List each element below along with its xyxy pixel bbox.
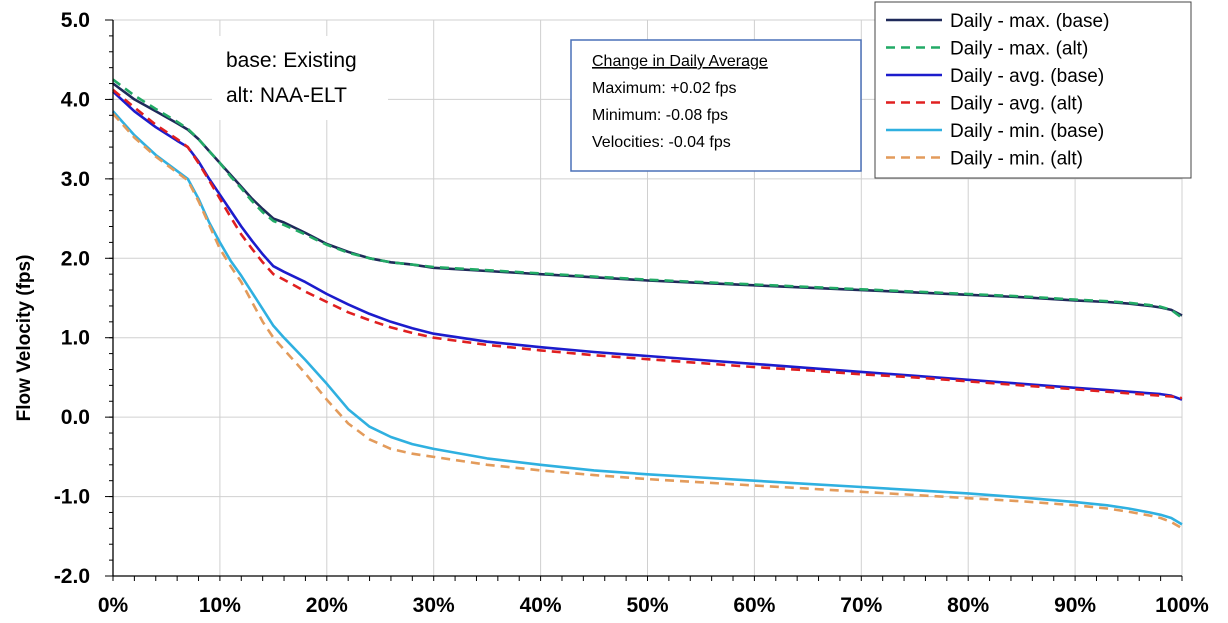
x-tick-label: 40% <box>520 594 562 617</box>
x-tick-label: 20% <box>306 594 348 617</box>
x-tick-label: 30% <box>413 594 455 617</box>
y-tick-labels: 5.0 4.0 3.0 2.0 1.0 0.0 -1.0 -2.0 <box>54 9 90 588</box>
axes <box>105 19 1183 581</box>
legend-frame <box>874 1 1192 179</box>
annotation-alt-label: alt: NAA-ELT <box>226 84 347 107</box>
y-tick-label: 2.0 <box>61 247 90 270</box>
change-summary-velocities: Velocities: -0.04 fps <box>592 134 731 151</box>
x-tick-label: 70% <box>840 594 882 617</box>
series-line-2 <box>112 78 1183 319</box>
annotation-background <box>212 36 388 120</box>
x-tick-label: 50% <box>626 594 668 617</box>
y-tick-label: -2.0 <box>54 565 90 588</box>
legend-label-6: Daily - min. (alt) <box>950 149 1083 170</box>
change-summary-maximum: Maximum: +0.02 fps <box>592 80 737 97</box>
y-tick-label: 5.0 <box>61 9 90 32</box>
series-lines <box>112 78 1183 530</box>
x-tick-labels: 0% 10% 20% 30% 40% 50% 60% 70% 80% 90% 100% <box>98 594 1209 617</box>
y-axis-title: Flow Velocity (fps) <box>14 255 35 422</box>
legend-label-2: Daily - max. (alt) <box>950 39 1088 60</box>
y-tick-label: 1.0 <box>61 327 90 350</box>
y-tick-label: 3.0 <box>61 168 90 191</box>
legend-label-4: Daily - avg. (alt) <box>950 94 1083 115</box>
change-summary-minimum: Minimum: -0.08 fps <box>592 107 728 124</box>
series-line-6 <box>112 112 1183 530</box>
legend: Daily - max. (base) Daily - max. (alt) Dai… <box>874 1 1192 179</box>
y-tick-label: 0.0 <box>61 406 90 429</box>
legend-label-1: Daily - max. (base) <box>950 11 1109 32</box>
x-tick-label: 90% <box>1054 594 1096 617</box>
x-tick-label: 10% <box>199 594 241 617</box>
y-tick-label: -1.0 <box>54 486 90 509</box>
change-summary-title: Change in Daily Average <box>592 53 768 70</box>
change-summary-frame <box>570 39 862 172</box>
x-tick-label: 0% <box>98 594 129 617</box>
legend-label-3: Daily - avg. (base) <box>950 66 1104 87</box>
x-tick-label: 80% <box>947 594 989 617</box>
x-tick-label: 100% <box>1155 594 1209 617</box>
scenario-annotation: base: Existing alt: NAA-ELT <box>212 36 388 120</box>
legend-label-5: Daily - min. (base) <box>950 121 1104 142</box>
y-tick-label: 4.0 <box>61 88 90 111</box>
x-tick-label: 60% <box>733 594 775 617</box>
series-line-4 <box>112 88 1183 400</box>
change-summary-box: Change in Daily Average Maximum: +0.02 f… <box>570 39 862 172</box>
series-line-5 <box>112 110 1183 526</box>
annotation-base-label: base: Existing <box>226 49 357 72</box>
